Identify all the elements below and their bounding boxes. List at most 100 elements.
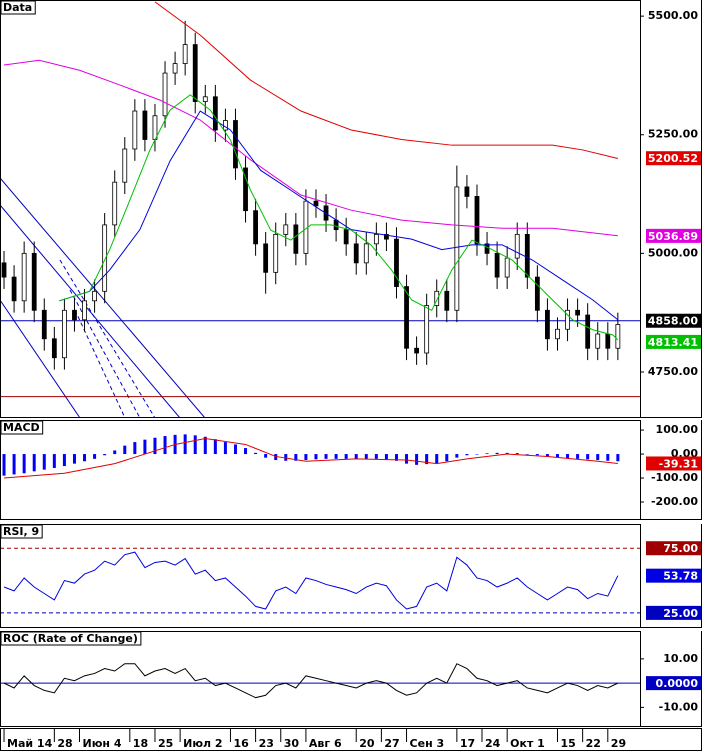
candle-body <box>293 224 299 254</box>
candle-body <box>82 300 87 321</box>
histogram-bar <box>103 454 107 456</box>
histogram-bar <box>495 452 499 455</box>
candle-body <box>182 44 188 64</box>
y-tick-label: 5500.00 <box>648 9 698 22</box>
histogram-bar <box>244 448 248 455</box>
histogram-bar <box>425 454 429 465</box>
candle-body <box>112 181 118 226</box>
candle-body <box>494 252 500 278</box>
x-tick-label: 29 <box>611 737 626 750</box>
histogram-bar <box>374 454 378 459</box>
histogram-bar <box>223 442 227 455</box>
x-tick-label: 20 <box>359 737 375 750</box>
value-tag-label: 5200.52 <box>648 152 698 165</box>
value-tag-label: -39.31 <box>659 457 698 470</box>
value-tag <box>646 456 701 471</box>
candle-body <box>243 167 248 212</box>
histogram-bar <box>83 454 87 462</box>
candle-body <box>434 290 440 306</box>
y-tick-label: -200.00 <box>651 495 698 508</box>
candle-body <box>585 314 591 349</box>
x-tick-label: Авг 6 <box>309 737 342 750</box>
candle-body <box>192 44 198 102</box>
candle-body <box>464 186 470 197</box>
x-tick-label: 18 <box>133 737 148 750</box>
histogram-bar <box>22 454 26 474</box>
value-tag <box>646 334 701 349</box>
candle-body <box>534 276 540 311</box>
y-tick-label: 10.00 <box>663 652 698 665</box>
histogram-bar <box>254 452 258 455</box>
histogram-bar <box>475 454 479 455</box>
candle-body <box>615 324 621 349</box>
histogram-bar <box>354 454 358 459</box>
level-tag <box>646 313 701 328</box>
histogram-bar <box>153 437 157 455</box>
x-tick-label: Май 14 <box>7 737 53 750</box>
histogram-bar <box>193 435 197 455</box>
candle-body <box>565 309 570 330</box>
x-tick-label: 25 <box>158 737 173 750</box>
value-tag <box>646 151 701 166</box>
pane-frame <box>0 631 641 727</box>
level-tag-label: 4858.00 <box>648 315 698 328</box>
histogram-bar <box>284 454 288 461</box>
x-tick-label: 17 <box>460 737 475 750</box>
candle-body <box>343 229 349 245</box>
histogram-bar <box>616 454 620 462</box>
candle-body <box>313 200 319 207</box>
average-line <box>3 437 618 479</box>
x-tick-label: 22 <box>586 737 601 750</box>
y-tick-label: 5000.00 <box>648 246 698 259</box>
candle-body <box>41 309 47 340</box>
histogram-bar <box>394 454 398 461</box>
candle-body <box>122 148 128 183</box>
histogram-bar <box>415 454 419 465</box>
histogram-bar <box>535 454 539 456</box>
candle-body <box>172 63 178 74</box>
trend-lines <box>0 177 206 418</box>
pane-frame <box>0 420 641 520</box>
histogram-bar <box>576 454 580 459</box>
candle-body <box>62 309 67 359</box>
pane <box>0 547 640 614</box>
candle-body <box>514 233 520 259</box>
histogram-bar <box>324 454 328 459</box>
indicator-line <box>3 551 619 610</box>
candle-body <box>142 110 148 140</box>
histogram-bar <box>445 454 449 462</box>
candle-body <box>575 309 581 316</box>
average-line <box>59 94 619 341</box>
level-tag <box>646 541 701 556</box>
histogram-bar <box>93 454 97 459</box>
candle-body <box>384 233 389 240</box>
candle-body <box>233 120 238 169</box>
histogram-bar <box>555 454 559 458</box>
histogram-bar <box>304 454 308 461</box>
candle-body <box>263 243 269 273</box>
y-tick-label: -10.00 <box>659 700 699 713</box>
x-tick-label: 30 <box>284 737 300 750</box>
x-tick-label: Июн 4 <box>82 737 121 750</box>
trend-line <box>0 204 181 418</box>
histogram-bar <box>606 454 610 461</box>
pane-title: ROC (Rate of Change) <box>3 632 138 645</box>
histogram-bar <box>596 454 600 461</box>
candle-body <box>404 286 409 349</box>
x-tick-label: 15 <box>560 737 575 750</box>
histogram-bar <box>213 439 217 455</box>
x-tick-label: 23 <box>259 737 274 750</box>
pane-title: Data <box>3 1 32 14</box>
x-tick-label: 24 <box>485 737 501 750</box>
candle-body <box>31 252 37 311</box>
histogram-bar <box>455 454 459 458</box>
histogram-bar <box>203 436 207 455</box>
histogram-bar <box>52 454 56 468</box>
pane-frame <box>0 0 641 418</box>
histogram-bar <box>183 434 187 455</box>
histogram-bar <box>163 436 167 455</box>
candle-body <box>353 243 359 264</box>
candle-body <box>444 290 450 311</box>
candle-body <box>454 186 460 311</box>
histogram-bar <box>123 445 127 455</box>
